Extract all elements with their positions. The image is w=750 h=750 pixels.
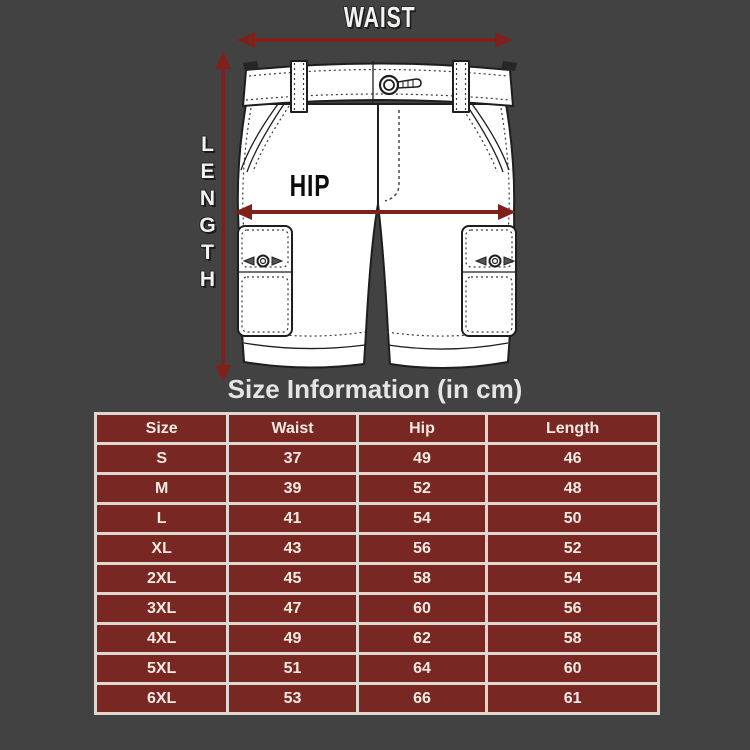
- belt-loop-edge-right: [501, 61, 517, 71]
- table-cell: 2XL: [93, 562, 230, 595]
- column-header-size: Size: [93, 412, 230, 445]
- length-arrow: [215, 51, 231, 380]
- table-cell: 64: [355, 652, 489, 685]
- size-table-body: S 37 49 46 M 39 52 48 L 41 54 50 XL 43 56 52 2XL 45 58 54 3X…: [93, 442, 660, 715]
- table-row: L 41 54 50: [93, 502, 660, 535]
- table-cell: 56: [485, 592, 660, 625]
- length-measure-label: LENGTH: [196, 133, 219, 295]
- table-cell: 50: [485, 502, 660, 535]
- table-row: M 39 52 48: [93, 472, 660, 505]
- pocket-button-icon: [242, 254, 284, 268]
- hip-measure-label: HIP: [289, 169, 331, 203]
- table-cell: 61: [485, 682, 660, 715]
- table-cell: 5XL: [93, 652, 230, 685]
- waist-arrow: [237, 32, 513, 48]
- table-row: 6XL 53 66 61: [93, 682, 660, 715]
- waist-measure-label: WAIST: [344, 0, 416, 34]
- table-header-row: Size Waist Hip Length: [93, 412, 660, 445]
- table-row: 3XL 47 60 56: [93, 592, 660, 625]
- table-row: 4XL 49 62 58: [93, 622, 660, 655]
- table-cell: XL: [93, 532, 230, 565]
- table-cell: 41: [226, 502, 359, 535]
- table-cell: 66: [355, 682, 489, 715]
- size-table: Size Waist Hip Length S 37 49 46 M 39 52 48 L 41 5…: [93, 412, 660, 715]
- table-cell: 53: [226, 682, 359, 715]
- table-cell: 54: [355, 502, 489, 535]
- table-cell: 48: [485, 472, 660, 505]
- pocket-button-icon: [474, 254, 516, 268]
- table-cell: M: [93, 472, 230, 505]
- table-row: S 37 49 46: [93, 442, 660, 475]
- hip-arrow: [234, 204, 516, 220]
- table-cell: 37: [226, 442, 359, 475]
- table-cell: 45: [226, 562, 359, 595]
- table-cell: 6XL: [93, 682, 230, 715]
- column-header-waist: Waist: [226, 412, 359, 445]
- waist-button-icon: [378, 74, 422, 96]
- table-cell: 51: [226, 652, 359, 685]
- column-header-hip: Hip: [355, 412, 489, 445]
- belt-loop-left: [290, 60, 308, 113]
- table-cell: 62: [355, 622, 489, 655]
- table-row: 5XL 51 64 60: [93, 652, 660, 685]
- cargo-pocket-right: [461, 225, 517, 337]
- table-cell: 52: [485, 532, 660, 565]
- front-slant-pockets: [240, 103, 510, 173]
- size-table-container: Size Waist Hip Length S 37 49 46 M 39 52 48 L 41 5…: [93, 412, 660, 715]
- cargo-pocket-left: [237, 225, 293, 337]
- table-cell: S: [93, 442, 230, 475]
- table-cell: 49: [226, 622, 359, 655]
- table-cell: 47: [226, 592, 359, 625]
- table-cell: 49: [355, 442, 489, 475]
- table-cell: 43: [226, 532, 359, 565]
- belt-loop-edge-left: [243, 61, 259, 71]
- table-cell: 54: [485, 562, 660, 595]
- table-row: 2XL 45 58 54: [93, 562, 660, 595]
- table-cell: 60: [485, 652, 660, 685]
- fly-stitch: [384, 110, 400, 202]
- table-cell: 60: [355, 592, 489, 625]
- waistband: [242, 60, 517, 113]
- table-cell: L: [93, 502, 230, 535]
- table-cell: 58: [485, 622, 660, 655]
- belt-loop-right: [452, 60, 470, 113]
- table-cell: 52: [355, 472, 489, 505]
- table-cell: 46: [485, 442, 660, 475]
- table-cell: 4XL: [93, 622, 230, 655]
- shorts-diagram: [215, 32, 517, 380]
- table-cell: 3XL: [93, 592, 230, 625]
- table-cell: 39: [226, 472, 359, 505]
- page-title: Size Information (in cm): [227, 374, 523, 404]
- table-cell: 58: [355, 562, 489, 595]
- column-header-length: Length: [485, 412, 660, 445]
- table-cell: 56: [355, 532, 489, 565]
- table-row: XL 43 56 52: [93, 532, 660, 565]
